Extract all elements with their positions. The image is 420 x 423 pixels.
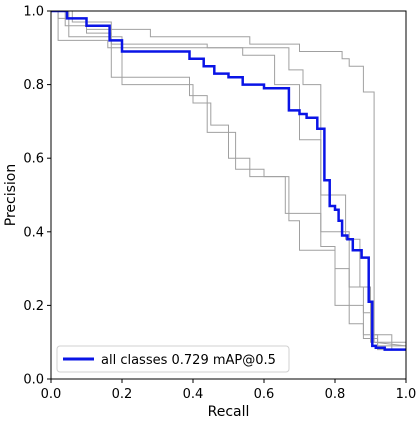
series-line-class-2	[51, 11, 406, 351]
x-tick-label: 0.4	[183, 387, 204, 402]
class-curves	[51, 11, 406, 351]
legend-label-all-classes: all classes 0.729 mAP@0.5	[101, 353, 276, 368]
series-line-class-5	[51, 11, 406, 351]
x-tick-label: 0.0	[41, 387, 62, 402]
y-axis-ticks: 0.0 0.2 0.4 0.6 0.8 1.0	[23, 5, 51, 388]
x-tick-label: 0.8	[325, 387, 346, 402]
series-line-class-4	[51, 11, 406, 347]
main-curve	[51, 11, 406, 351]
series-line-all-classes	[51, 11, 406, 351]
series-line-class-3	[51, 11, 406, 343]
y-tick-label: 0.6	[23, 152, 44, 167]
legend-box	[56, 345, 290, 373]
y-tick-label: 1.0	[23, 5, 44, 20]
x-axis-label: Recall	[208, 404, 250, 420]
y-tick-label: 0.2	[23, 299, 44, 314]
y-axis-label: Precision	[3, 164, 19, 226]
y-tick-label: 0.4	[23, 225, 44, 240]
y-tick-label: 0.0	[23, 373, 44, 388]
plot-frame	[50, 10, 407, 380]
y-tick-label: 0.8	[23, 78, 44, 93]
series-line-class-1	[51, 11, 406, 347]
legend: all classes 0.729 mAP@0.5	[56, 345, 290, 373]
x-tick-label: 0.6	[254, 387, 275, 402]
x-tick-label: 0.2	[112, 387, 133, 402]
x-axis-ticks: 0.0 0.2 0.4 0.6 0.8 1.0	[41, 379, 417, 402]
x-tick-label: 1.0	[396, 387, 417, 402]
